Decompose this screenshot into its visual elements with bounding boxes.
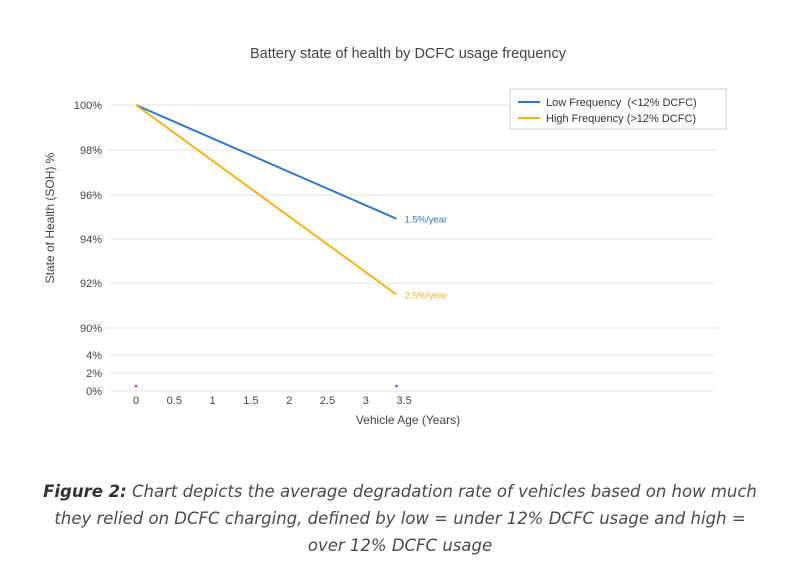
series-annotation: 1.5%/year — [404, 215, 447, 226]
series-lines — [135, 104, 398, 296]
x-tick-label: 0.5 — [167, 395, 182, 407]
legend: Low Frequency (<12% DCFC) High Frequency… — [509, 88, 727, 130]
x-tick-label: 2.5 — [320, 395, 335, 407]
chart-title: Battery state of health by DCFC usage fr… — [250, 46, 567, 62]
x-axis-label: Vehicle Age (Years) — [356, 413, 460, 427]
y-tick-label: 0% — [86, 386, 102, 398]
legend-box — [509, 88, 727, 130]
x-axis-marker — [395, 384, 398, 388]
y-tick-label: 2% — [86, 368, 102, 380]
series-line-high — [135, 104, 398, 296]
y-axis-label: State of Health (SOH) % — [43, 152, 57, 283]
legend-label-high: High Frequency (>12% DCFC) — [546, 113, 696, 125]
grid — [108, 104, 716, 392]
y-tick-label: 92% — [80, 278, 102, 290]
y-tick-label: 100% — [74, 100, 102, 112]
chart: Battery state of health by DCFC usage fr… — [43, 46, 727, 427]
x-tick-label: 1.5 — [243, 395, 258, 407]
legend-label-low: Low Frequency (<12% DCFC) — [546, 97, 697, 109]
y-axis: 100% 98% 96% 94% 92% 90% 4% 2% 0% — [74, 100, 102, 398]
y-tick-label: 96% — [80, 190, 102, 202]
series-annotation: 2.5%/year — [404, 291, 447, 302]
x-tick-label: 1 — [210, 395, 216, 407]
caption-text: Chart depicts the average degradation ra… — [54, 482, 757, 555]
x-tick-label: 2 — [286, 395, 292, 407]
x-tick-label: 0 — [133, 395, 139, 407]
x-axis-marker — [134, 384, 138, 388]
y-tick-label: 90% — [80, 323, 102, 335]
x-axis: 0 0.5 1 1.5 2 2.5 3 3.5 — [133, 384, 412, 407]
series-annotations: 1.5%/year 2.5%/year — [404, 215, 447, 302]
x-tick-label: 3 — [363, 395, 369, 407]
series-line-low — [135, 104, 397, 220]
y-tick-label: 4% — [86, 350, 102, 362]
y-tick-label: 98% — [80, 145, 102, 157]
figure-caption: Figure 2: Chart depicts the average degr… — [40, 478, 760, 559]
x-tick-label: 3.5 — [396, 395, 411, 407]
y-tick-label: 94% — [80, 234, 102, 246]
caption-label: Figure 2: — [43, 482, 127, 501]
